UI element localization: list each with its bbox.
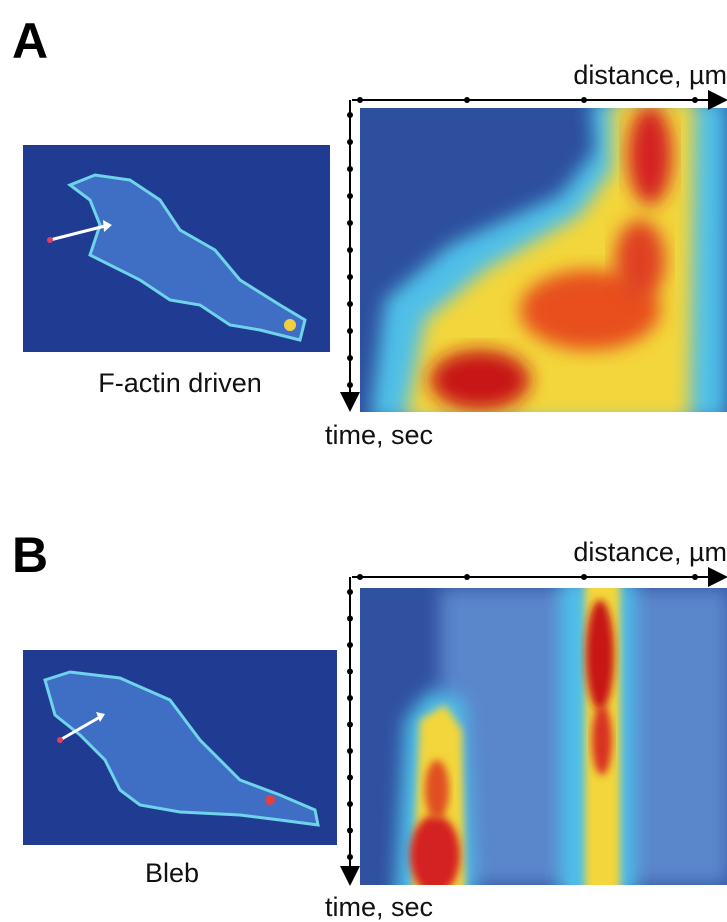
axis-dot bbox=[357, 574, 363, 580]
axis-dot bbox=[347, 774, 353, 781]
axis-dot bbox=[357, 97, 363, 103]
caption: F-actin driven bbox=[98, 368, 262, 398]
cell-image bbox=[23, 650, 337, 845]
panel-label: A bbox=[12, 13, 48, 69]
axis-dot bbox=[347, 382, 353, 388]
panel-a: A F-actin driven distance, µm time, sec bbox=[12, 13, 727, 450]
axis-dot bbox=[347, 801, 353, 807]
x-axis-label: distance, µm bbox=[573, 537, 727, 567]
axis-dot bbox=[347, 301, 353, 307]
axis-dot bbox=[464, 97, 470, 103]
axis-dot bbox=[347, 721, 353, 728]
axis-dot bbox=[581, 97, 587, 103]
axis-dot bbox=[692, 97, 698, 103]
kymograph bbox=[360, 588, 727, 885]
axis-dot bbox=[347, 112, 353, 118]
axis-dot bbox=[347, 274, 353, 280]
panel-b: B Bleb distance, µm time, sec bbox=[12, 527, 727, 922]
axis-dot bbox=[347, 589, 353, 595]
axis-dot bbox=[347, 695, 353, 701]
axis-dot bbox=[347, 668, 353, 675]
axis-dot bbox=[464, 574, 470, 580]
axis-dot bbox=[347, 615, 353, 622]
caption: Bleb bbox=[145, 858, 199, 888]
y-axis-label: time, sec bbox=[325, 892, 433, 922]
axis-dot bbox=[347, 854, 353, 860]
axis-dot bbox=[347, 166, 353, 172]
axis-dot bbox=[347, 748, 353, 754]
axis-dot bbox=[692, 574, 698, 580]
axis-dot bbox=[347, 328, 353, 334]
axis-dot bbox=[347, 827, 353, 834]
axis-dot bbox=[347, 220, 353, 226]
kymograph bbox=[360, 108, 727, 412]
x-axis-label: distance, µm bbox=[573, 60, 727, 90]
axis-dot bbox=[581, 574, 587, 580]
axis-dot bbox=[347, 247, 353, 253]
cell-image bbox=[23, 145, 330, 352]
y-axis-label: time, sec bbox=[325, 420, 433, 450]
axis-dot bbox=[347, 355, 353, 361]
axis-dot bbox=[347, 139, 353, 145]
axis-dot bbox=[347, 642, 353, 648]
axis-dot bbox=[347, 193, 353, 199]
panel-label: B bbox=[12, 527, 48, 583]
